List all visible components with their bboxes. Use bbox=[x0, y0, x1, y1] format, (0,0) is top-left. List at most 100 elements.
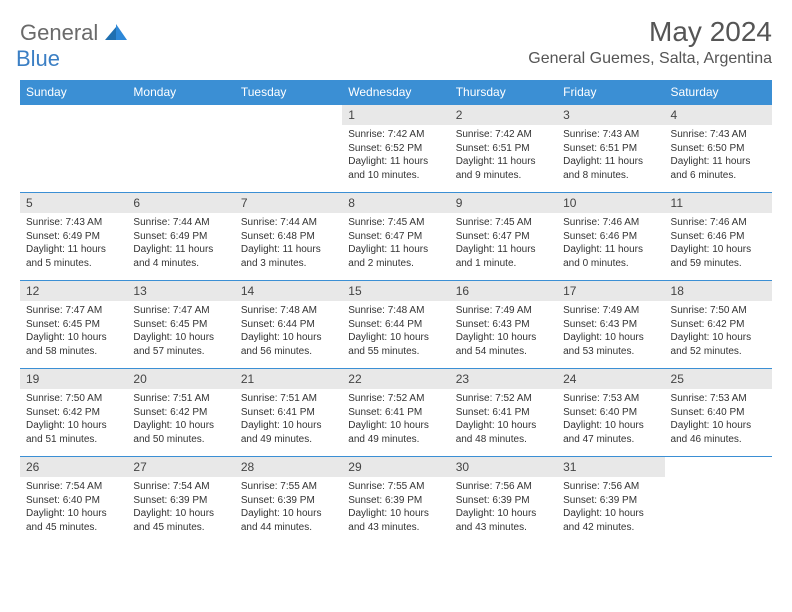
sunrise-text: Sunrise: 7:43 AM bbox=[671, 128, 766, 142]
day-number: 4 bbox=[665, 105, 772, 125]
sunrise-text: Sunrise: 7:48 AM bbox=[241, 304, 336, 318]
sunset-text: Sunset: 6:46 PM bbox=[671, 230, 766, 244]
day-content: Sunrise: 7:44 AMSunset: 6:48 PMDaylight:… bbox=[235, 213, 342, 274]
sunrise-text: Sunrise: 7:49 AM bbox=[456, 304, 551, 318]
day-header: Sunday bbox=[20, 80, 127, 105]
day-number: 29 bbox=[342, 457, 449, 477]
daylight-text: Daylight: 11 hours and 3 minutes. bbox=[241, 243, 336, 270]
sunset-text: Sunset: 6:45 PM bbox=[26, 318, 121, 332]
day-header: Tuesday bbox=[235, 80, 342, 105]
sunrise-text: Sunrise: 7:54 AM bbox=[133, 480, 228, 494]
location-text: General Guemes, Salta, Argentina bbox=[528, 50, 772, 68]
sunrise-text: Sunrise: 7:52 AM bbox=[348, 392, 443, 406]
day-content: Sunrise: 7:51 AMSunset: 6:42 PMDaylight:… bbox=[127, 389, 234, 450]
day-number: 5 bbox=[20, 193, 127, 213]
day-cell: 28Sunrise: 7:55 AMSunset: 6:39 PMDayligh… bbox=[235, 457, 342, 545]
day-cell bbox=[127, 105, 234, 193]
day-number: 27 bbox=[127, 457, 234, 477]
day-cell: 30Sunrise: 7:56 AMSunset: 6:39 PMDayligh… bbox=[450, 457, 557, 545]
week-row: 26Sunrise: 7:54 AMSunset: 6:40 PMDayligh… bbox=[20, 457, 772, 545]
sunrise-text: Sunrise: 7:47 AM bbox=[133, 304, 228, 318]
day-number bbox=[20, 105, 127, 125]
day-number: 18 bbox=[665, 281, 772, 301]
sunset-text: Sunset: 6:41 PM bbox=[456, 406, 551, 420]
day-number: 16 bbox=[450, 281, 557, 301]
day-cell: 3Sunrise: 7:43 AMSunset: 6:51 PMDaylight… bbox=[557, 105, 664, 193]
sunrise-text: Sunrise: 7:45 AM bbox=[456, 216, 551, 230]
sunrise-text: Sunrise: 7:44 AM bbox=[133, 216, 228, 230]
sunset-text: Sunset: 6:39 PM bbox=[456, 494, 551, 508]
day-content: Sunrise: 7:47 AMSunset: 6:45 PMDaylight:… bbox=[20, 301, 127, 362]
daylight-text: Daylight: 10 hours and 57 minutes. bbox=[133, 331, 228, 358]
day-content: Sunrise: 7:53 AMSunset: 6:40 PMDaylight:… bbox=[665, 389, 772, 450]
sunset-text: Sunset: 6:45 PM bbox=[133, 318, 228, 332]
day-content: Sunrise: 7:55 AMSunset: 6:39 PMDaylight:… bbox=[235, 477, 342, 538]
day-content: Sunrise: 7:42 AMSunset: 6:51 PMDaylight:… bbox=[450, 125, 557, 186]
sunrise-text: Sunrise: 7:44 AM bbox=[241, 216, 336, 230]
sunrise-text: Sunrise: 7:51 AM bbox=[133, 392, 228, 406]
sunset-text: Sunset: 6:43 PM bbox=[456, 318, 551, 332]
day-content: Sunrise: 7:53 AMSunset: 6:40 PMDaylight:… bbox=[557, 389, 664, 450]
sunrise-text: Sunrise: 7:43 AM bbox=[26, 216, 121, 230]
daylight-text: Daylight: 11 hours and 4 minutes. bbox=[133, 243, 228, 270]
day-content: Sunrise: 7:50 AMSunset: 6:42 PMDaylight:… bbox=[665, 301, 772, 362]
day-number: 13 bbox=[127, 281, 234, 301]
day-cell: 21Sunrise: 7:51 AMSunset: 6:41 PMDayligh… bbox=[235, 369, 342, 457]
day-cell: 14Sunrise: 7:48 AMSunset: 6:44 PMDayligh… bbox=[235, 281, 342, 369]
sunset-text: Sunset: 6:48 PM bbox=[241, 230, 336, 244]
day-number bbox=[127, 105, 234, 125]
sunrise-text: Sunrise: 7:54 AM bbox=[26, 480, 121, 494]
calendar-table: Sunday Monday Tuesday Wednesday Thursday… bbox=[20, 80, 772, 545]
daylight-text: Daylight: 10 hours and 46 minutes. bbox=[671, 419, 766, 446]
day-number: 20 bbox=[127, 369, 234, 389]
sunrise-text: Sunrise: 7:53 AM bbox=[671, 392, 766, 406]
day-number: 14 bbox=[235, 281, 342, 301]
day-header-row: Sunday Monday Tuesday Wednesday Thursday… bbox=[20, 80, 772, 105]
sunset-text: Sunset: 6:40 PM bbox=[563, 406, 658, 420]
daylight-text: Daylight: 11 hours and 6 minutes. bbox=[671, 155, 766, 182]
daylight-text: Daylight: 11 hours and 1 minute. bbox=[456, 243, 551, 270]
day-number: 26 bbox=[20, 457, 127, 477]
daylight-text: Daylight: 10 hours and 47 minutes. bbox=[563, 419, 658, 446]
day-header: Saturday bbox=[665, 80, 772, 105]
logo-sail-icon bbox=[105, 27, 127, 44]
daylight-text: Daylight: 10 hours and 44 minutes. bbox=[241, 507, 336, 534]
day-content: Sunrise: 7:51 AMSunset: 6:41 PMDaylight:… bbox=[235, 389, 342, 450]
daylight-text: Daylight: 10 hours and 43 minutes. bbox=[348, 507, 443, 534]
day-number: 6 bbox=[127, 193, 234, 213]
day-cell: 22Sunrise: 7:52 AMSunset: 6:41 PMDayligh… bbox=[342, 369, 449, 457]
daylight-text: Daylight: 10 hours and 54 minutes. bbox=[456, 331, 551, 358]
day-cell: 11Sunrise: 7:46 AMSunset: 6:46 PMDayligh… bbox=[665, 193, 772, 281]
day-content: Sunrise: 7:44 AMSunset: 6:49 PMDaylight:… bbox=[127, 213, 234, 274]
day-content: Sunrise: 7:43 AMSunset: 6:49 PMDaylight:… bbox=[20, 213, 127, 274]
sunset-text: Sunset: 6:39 PM bbox=[241, 494, 336, 508]
daylight-text: Daylight: 10 hours and 52 minutes. bbox=[671, 331, 766, 358]
day-cell: 25Sunrise: 7:53 AMSunset: 6:40 PMDayligh… bbox=[665, 369, 772, 457]
sunrise-text: Sunrise: 7:49 AM bbox=[563, 304, 658, 318]
daylight-text: Daylight: 10 hours and 49 minutes. bbox=[348, 419, 443, 446]
daylight-text: Daylight: 11 hours and 5 minutes. bbox=[26, 243, 121, 270]
day-number: 11 bbox=[665, 193, 772, 213]
daylight-text: Daylight: 10 hours and 55 minutes. bbox=[348, 331, 443, 358]
daylight-text: Daylight: 10 hours and 53 minutes. bbox=[563, 331, 658, 358]
sunrise-text: Sunrise: 7:42 AM bbox=[456, 128, 551, 142]
day-number: 8 bbox=[342, 193, 449, 213]
daylight-text: Daylight: 11 hours and 0 minutes. bbox=[563, 243, 658, 270]
day-content: Sunrise: 7:49 AMSunset: 6:43 PMDaylight:… bbox=[557, 301, 664, 362]
day-cell: 4Sunrise: 7:43 AMSunset: 6:50 PMDaylight… bbox=[665, 105, 772, 193]
day-number: 17 bbox=[557, 281, 664, 301]
sunrise-text: Sunrise: 7:50 AM bbox=[26, 392, 121, 406]
day-content: Sunrise: 7:46 AMSunset: 6:46 PMDaylight:… bbox=[557, 213, 664, 274]
day-cell: 17Sunrise: 7:49 AMSunset: 6:43 PMDayligh… bbox=[557, 281, 664, 369]
day-cell: 2Sunrise: 7:42 AMSunset: 6:51 PMDaylight… bbox=[450, 105, 557, 193]
day-header: Thursday bbox=[450, 80, 557, 105]
day-cell: 19Sunrise: 7:50 AMSunset: 6:42 PMDayligh… bbox=[20, 369, 127, 457]
sunset-text: Sunset: 6:44 PM bbox=[348, 318, 443, 332]
daylight-text: Daylight: 10 hours and 42 minutes. bbox=[563, 507, 658, 534]
daylight-text: Daylight: 10 hours and 45 minutes. bbox=[26, 507, 121, 534]
day-number: 23 bbox=[450, 369, 557, 389]
day-number: 12 bbox=[20, 281, 127, 301]
daylight-text: Daylight: 10 hours and 49 minutes. bbox=[241, 419, 336, 446]
sunset-text: Sunset: 6:42 PM bbox=[133, 406, 228, 420]
day-number: 7 bbox=[235, 193, 342, 213]
